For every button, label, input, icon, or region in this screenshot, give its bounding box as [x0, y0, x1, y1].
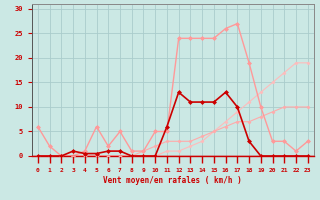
- X-axis label: Vent moyen/en rafales ( km/h ): Vent moyen/en rafales ( km/h ): [103, 176, 242, 185]
